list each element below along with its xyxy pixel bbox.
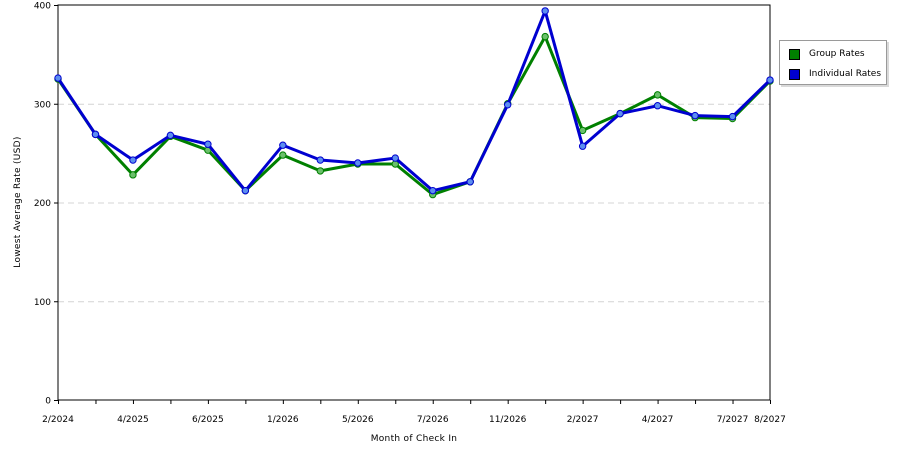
data-point-individual-rates — [541, 7, 549, 15]
x-tick-label: 11/2026 — [489, 415, 527, 425]
series-line-individual-rates — [56, 9, 772, 193]
chart-legend: Group Rates Individual Rates — [779, 40, 887, 85]
x-axis-ticks: 2/2024 4/2025 6/2025 1/2026 5/2026 7/2026 11/2… — [42, 400, 786, 425]
data-point-individual-rates — [166, 131, 175, 140]
y-tick-label: 400 — [34, 2, 51, 12]
legend-item-individual-rates: Individual Rates — [789, 67, 881, 81]
data-point-individual-rates — [316, 156, 325, 164]
data-point-individual-rates — [728, 112, 737, 121]
legend-swatch-group-rates — [789, 48, 800, 60]
data-point-individual-rates — [129, 156, 137, 164]
data-point-individual-rates — [354, 159, 362, 167]
y-axis-ticks: 0 100 200 300 400 — [34, 2, 58, 407]
legend-swatch-individual-rates — [789, 68, 800, 80]
data-point-group-rates — [653, 91, 662, 99]
data-point-individual-rates — [766, 76, 774, 84]
data-point-individual-rates — [653, 102, 662, 110]
data-point-individual-rates — [578, 142, 587, 150]
data-point-individual-rates — [429, 186, 437, 195]
x-axis-title: Month of Check In — [371, 434, 458, 444]
y-tick-label: 200 — [34, 199, 51, 209]
x-tick-label: 7/2027 — [717, 415, 749, 425]
data-point-individual-rates — [279, 141, 287, 149]
x-tick-label: 4/2027 — [642, 415, 674, 425]
x-tick-label: 2/2027 — [567, 415, 599, 425]
legend-item-group-rates: Group Rates — [789, 47, 865, 61]
grid-lines — [58, 103, 770, 303]
legend-label-group-rates: Group Rates — [809, 49, 865, 59]
data-point-individual-rates — [204, 140, 212, 148]
data-point-individual-rates — [241, 186, 250, 195]
data-point-individual-rates — [466, 178, 474, 186]
series-layer — [54, 7, 774, 199]
data-point-individual-rates — [691, 111, 699, 120]
data-point-group-rates — [541, 32, 549, 41]
x-tick-label: 7/2026 — [417, 415, 449, 425]
y-axis-title: Lowest Average Rate (USD) — [13, 136, 23, 267]
x-tick-label: 8/2027 — [754, 415, 786, 425]
data-point-individual-rates — [91, 130, 100, 139]
series-line-group-rates — [56, 35, 772, 197]
data-point-individual-rates — [391, 154, 399, 162]
y-tick-label: 100 — [34, 298, 51, 308]
y-tick-label: 0 — [45, 397, 51, 407]
x-tick-label: 5/2026 — [342, 415, 374, 425]
x-tick-label: 4/2025 — [117, 415, 149, 425]
data-point-group-rates — [316, 167, 325, 175]
legend-label-individual-rates: Individual Rates — [809, 69, 882, 79]
data-point-group-rates — [129, 171, 137, 179]
x-tick-label: 6/2025 — [192, 415, 224, 425]
x-tick-label: 1/2026 — [267, 415, 299, 425]
data-point-group-rates — [279, 151, 287, 159]
x-tick-label: 2/2024 — [42, 415, 74, 425]
data-point-individual-rates — [503, 101, 512, 109]
y-tick-label: 300 — [34, 100, 51, 110]
data-point-individual-rates — [616, 109, 624, 118]
data-point-individual-rates — [54, 74, 62, 82]
